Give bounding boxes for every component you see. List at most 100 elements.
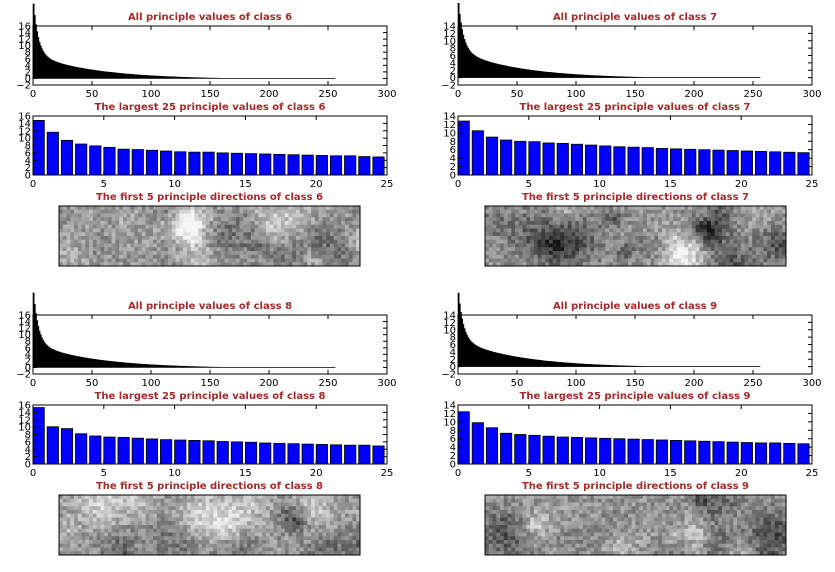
bar-21	[329, 155, 343, 176]
y-tick-label: 10	[18, 423, 31, 434]
y-tick-label: 4	[25, 445, 31, 456]
bar-19	[301, 443, 314, 465]
x-tick-label: 150	[625, 89, 644, 100]
x-tick-label: 0	[455, 378, 461, 389]
bar-11	[188, 151, 201, 176]
y-tick-label: 12	[18, 324, 31, 335]
image-frame	[58, 494, 361, 556]
y-tick-label: 6	[25, 343, 31, 354]
principal-directions-image-2	[58, 494, 361, 556]
y-tick-label: 14	[443, 401, 456, 412]
y-tick-label: −2	[441, 81, 456, 92]
x-tick-label: 300	[802, 89, 821, 100]
bar-15	[244, 153, 258, 176]
chart-title: All principle values of class 7	[553, 12, 717, 23]
bar-22	[769, 151, 782, 176]
x-tick-label: 50	[511, 89, 524, 100]
y-tick-label: 14	[18, 28, 31, 39]
y-tick-label: 8	[450, 44, 456, 55]
bar-19	[726, 150, 739, 176]
x-tick-label: 50	[511, 378, 524, 389]
bar-13	[216, 441, 229, 465]
y-tick-label: 10	[18, 330, 31, 341]
y-tick-label: 8	[25, 430, 31, 441]
bar-23	[358, 156, 371, 176]
y-tick-label: −2	[16, 370, 31, 381]
bar-24	[797, 443, 810, 465]
y-tick-label: 8	[25, 337, 31, 348]
x-tick-label: 250	[318, 89, 337, 100]
bar-17	[273, 442, 286, 465]
y-tick-label: 12	[443, 409, 456, 420]
bar-24	[372, 156, 385, 176]
bar-7	[556, 436, 569, 465]
bar-3	[75, 143, 88, 176]
bar-19	[301, 154, 314, 176]
y-tick-label: 4	[450, 443, 456, 454]
bar-6	[542, 435, 555, 465]
x-tick-label: 0	[30, 179, 36, 190]
y-tick-label: 0	[25, 460, 31, 471]
x-tick-label: 100	[566, 89, 585, 100]
chart-title: All principle values of class 6	[128, 12, 292, 23]
x-tick-label: 300	[377, 378, 396, 389]
bar-20	[740, 442, 753, 465]
bar-16	[259, 442, 272, 465]
bar-3	[500, 139, 513, 176]
bar-15	[244, 441, 258, 465]
bar-12	[202, 151, 215, 176]
bar-5	[103, 436, 116, 465]
bar-7	[131, 149, 144, 176]
bar-11	[613, 438, 626, 465]
bar-16	[684, 440, 697, 465]
x-tick-label: 250	[743, 89, 762, 100]
bar-1	[471, 130, 484, 176]
x-tick-label: 50	[86, 89, 99, 100]
x-tick-label: 10	[593, 179, 606, 190]
y-tick-label: 10	[443, 325, 456, 336]
x-tick-label: 50	[86, 378, 99, 389]
x-tick-label: 100	[141, 378, 160, 389]
image-frame	[484, 494, 787, 556]
x-tick-label: 200	[684, 89, 703, 100]
bar-18	[712, 149, 725, 176]
bar-14	[655, 439, 668, 465]
x-tick-label: 25	[806, 179, 819, 190]
bar-9	[585, 144, 598, 176]
bar-20	[740, 150, 753, 176]
y-tick-label: 4	[450, 58, 456, 69]
bar-22	[344, 155, 357, 176]
image-frame	[58, 205, 361, 267]
bar-18	[287, 154, 300, 176]
bar-8	[145, 149, 159, 176]
x-tick-label: 5	[101, 179, 107, 190]
x-tick-label: 200	[259, 378, 278, 389]
y-tick-label: 0	[450, 460, 456, 471]
x-tick-label: 15	[239, 468, 252, 479]
bar-1	[46, 426, 59, 465]
y-tick-label: 10	[443, 128, 456, 139]
y-tick-label: 10	[443, 36, 456, 47]
y-tick-label: 6	[25, 437, 31, 448]
bar-4	[89, 145, 102, 176]
y-tick-label: 14	[443, 22, 456, 33]
x-tick-label: 0	[455, 179, 461, 190]
x-tick-label: 250	[743, 378, 762, 389]
x-tick-label: 0	[30, 89, 36, 100]
bar-8	[145, 438, 159, 465]
y-tick-label: 14	[443, 112, 456, 123]
bar-6	[117, 148, 130, 176]
y-tick-label: 2	[450, 355, 456, 366]
bar-19	[726, 441, 739, 465]
x-tick-label: 5	[526, 179, 532, 190]
y-tick-label: 12	[443, 318, 456, 329]
x-tick-label: 10	[168, 179, 181, 190]
principal-directions-image-0	[58, 205, 361, 267]
x-tick-label: 15	[664, 179, 677, 190]
bar-14	[655, 148, 668, 176]
y-tick-label: 10	[443, 417, 456, 428]
